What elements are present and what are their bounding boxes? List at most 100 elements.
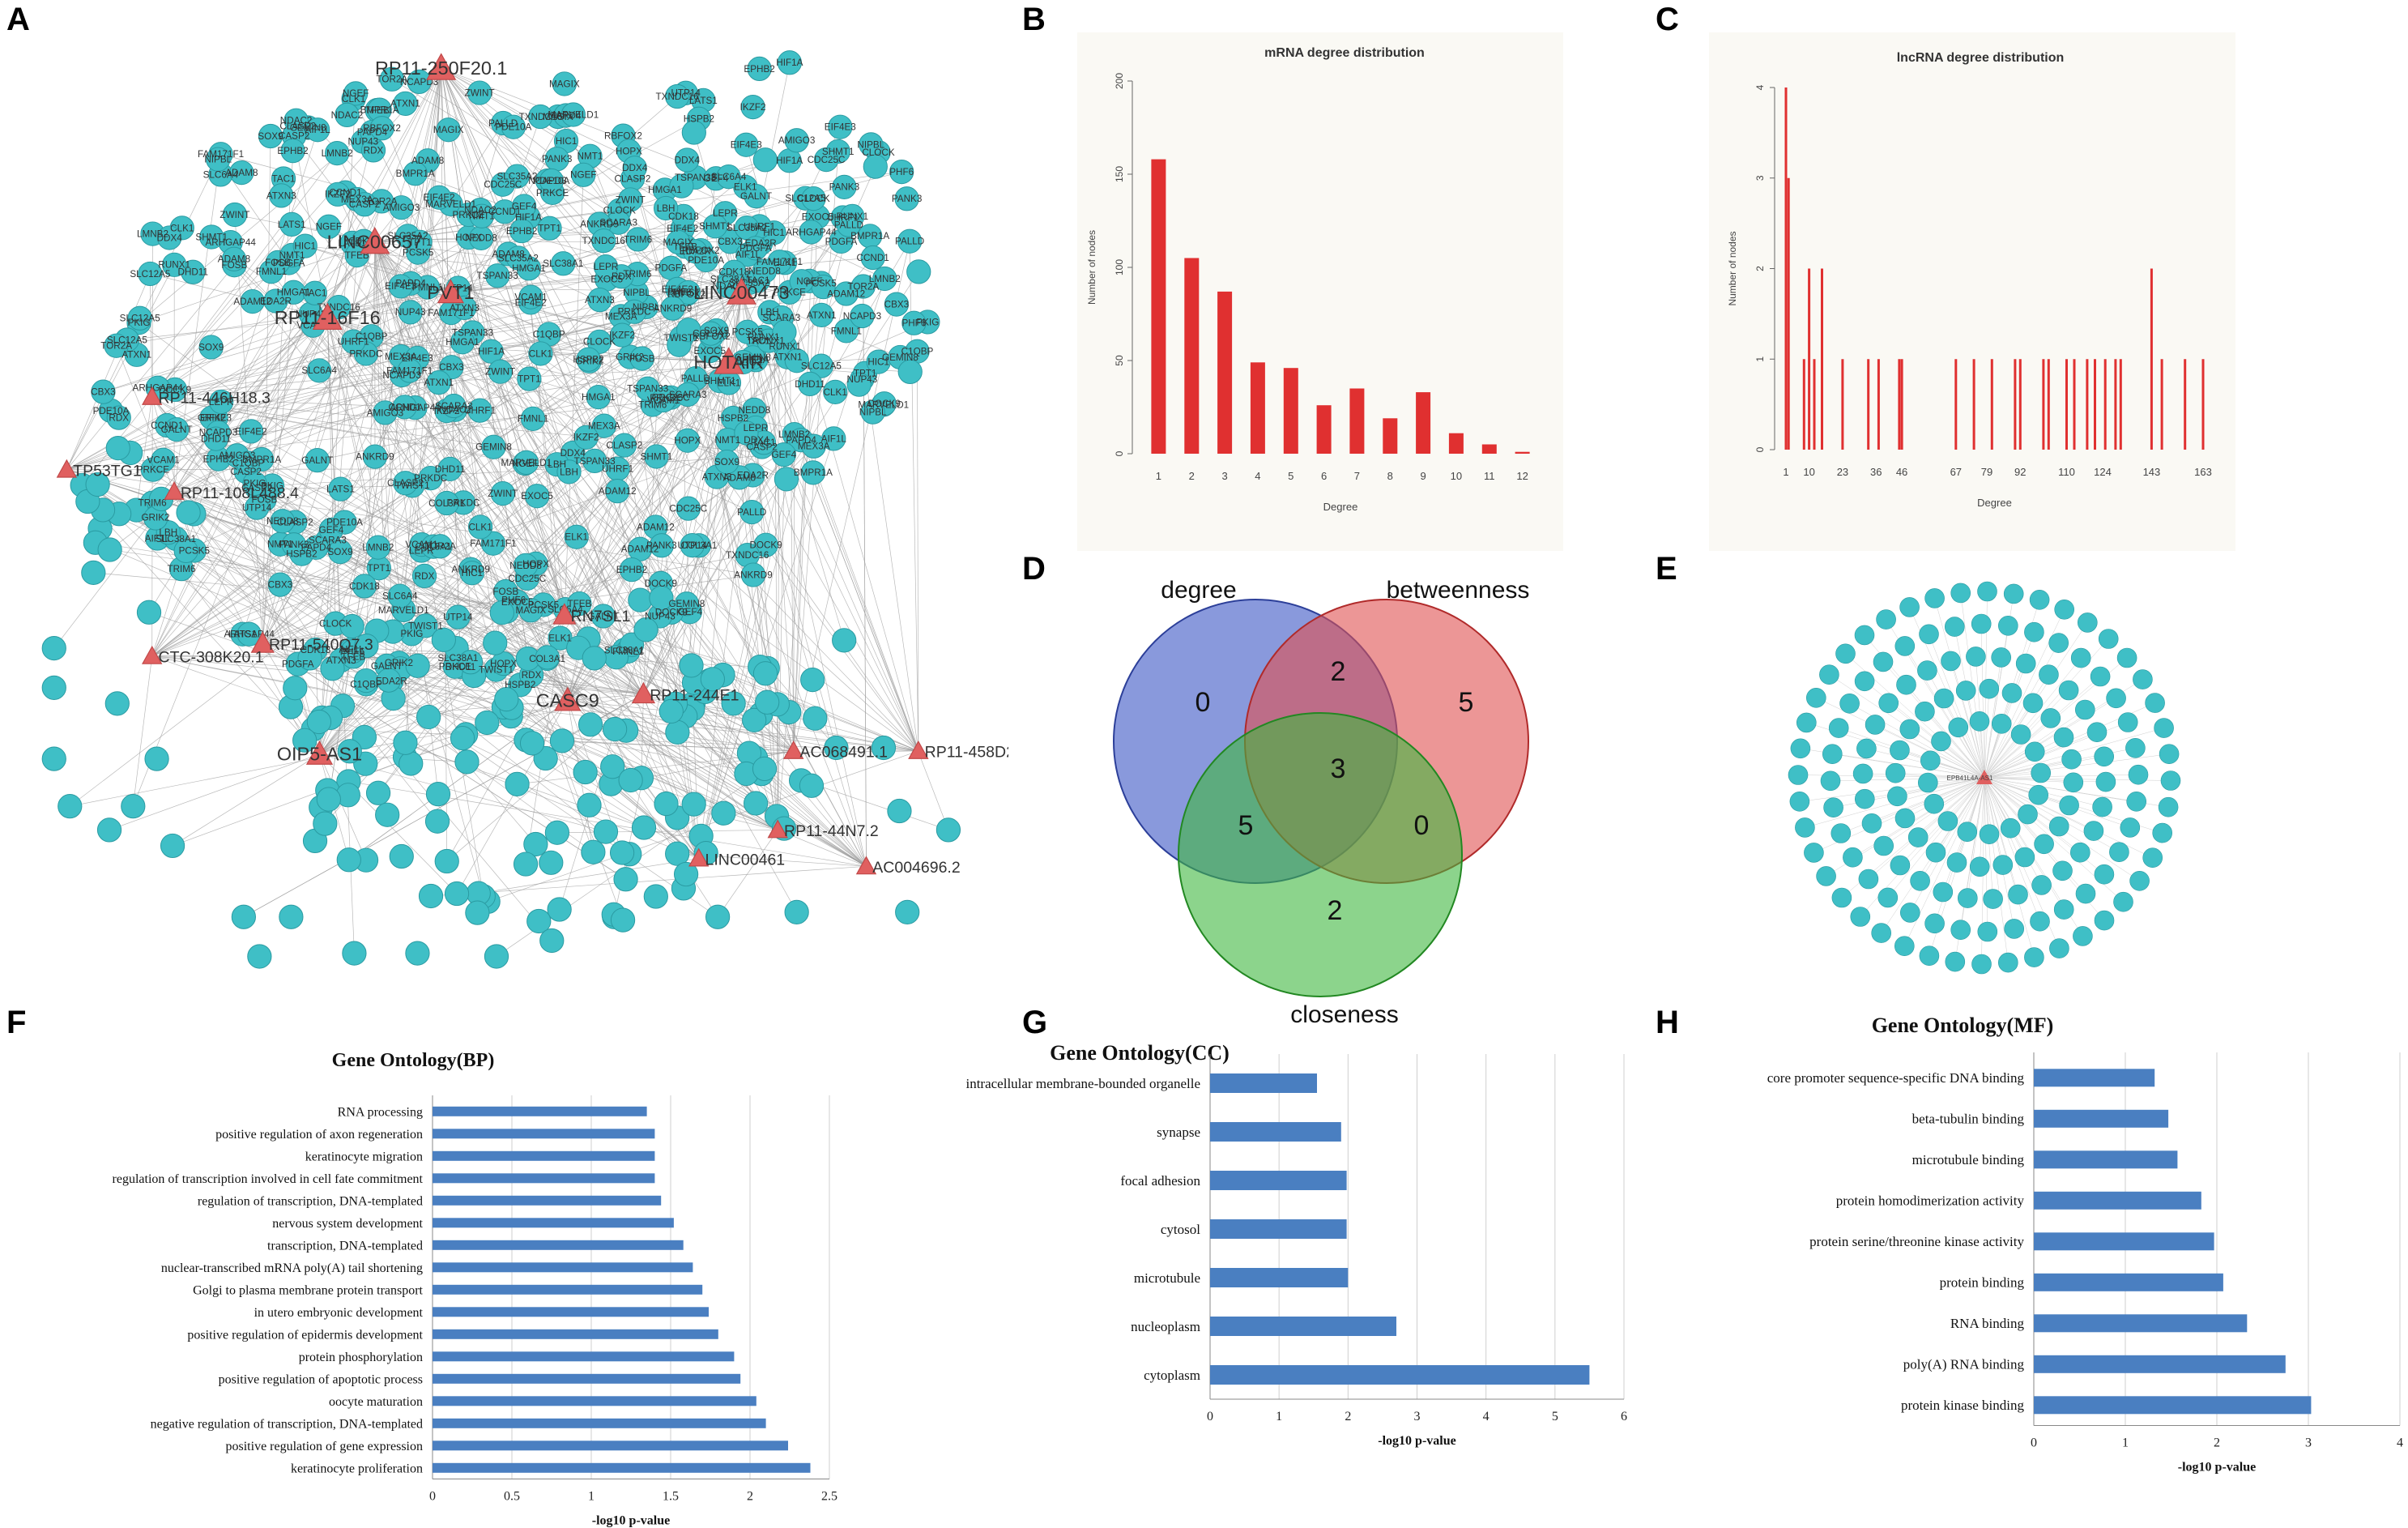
- mrna-label: NIPBL: [859, 408, 887, 418]
- mrna-label: HSPB2: [505, 680, 535, 690]
- mrna-label: TFEB: [365, 105, 390, 116]
- mrna-node: [320, 656, 345, 681]
- network-edge: [218, 432, 320, 754]
- mrna-label: IKZF2: [740, 102, 766, 113]
- x-tick-label: 0: [429, 1490, 436, 1504]
- mrna-label: TFEB: [673, 241, 697, 252]
- mrna-node: [198, 335, 224, 360]
- mrna-node: [375, 802, 400, 827]
- mrna-label: NMT1: [469, 211, 495, 222]
- network-edge: [163, 459, 644, 694]
- mrna-label: ELK1: [734, 182, 757, 193]
- mrna-label: NIPBL: [857, 139, 884, 150]
- mrna-node: [582, 448, 607, 474]
- mrna-node: [1854, 625, 1875, 646]
- mrna-label: NEDD8: [266, 516, 299, 527]
- y-tick-label: 0: [1114, 450, 1125, 456]
- mrna-node: [871, 735, 897, 761]
- mrna-label: CCND1: [329, 188, 361, 198]
- mrna-node: [2018, 804, 2038, 825]
- mrna-node: [206, 147, 231, 172]
- mrna-label: PANK3: [829, 182, 859, 193]
- mrna-label: SCARA3: [309, 536, 347, 546]
- x-axis-label: Degree: [1323, 501, 1358, 513]
- bar: [2034, 1232, 2214, 1251]
- mrna-label: PCSK5: [806, 278, 837, 288]
- mrna-label: COL3A1: [680, 540, 717, 551]
- mrna-node: [505, 245, 531, 271]
- mrna-node: [2092, 796, 2112, 817]
- mrna-node: [325, 181, 351, 207]
- mrna-label: BMPR1A: [850, 231, 889, 241]
- mrna-label: NGEF: [316, 222, 342, 233]
- mrna-label: UTP14: [443, 612, 473, 623]
- mrna-label: CDK18: [719, 267, 750, 278]
- mrna-node: [97, 537, 122, 562]
- mrna-node: [388, 274, 413, 299]
- mrna-label: PRKDC: [447, 497, 480, 508]
- mrna-label: LATS1: [338, 238, 366, 249]
- star-edge: [1979, 777, 1985, 867]
- mrna-label: HMGA1: [512, 263, 546, 274]
- network-edge: [348, 700, 568, 860]
- mrna-label: PANK3: [646, 540, 676, 551]
- bar: [2034, 1109, 2169, 1128]
- mrna-label: SCARA3: [669, 390, 707, 400]
- mrna-node: [600, 754, 625, 779]
- y-tick-label: 0: [1754, 446, 1766, 452]
- mrna-node: [586, 329, 612, 354]
- mrna-label: UHRF1: [827, 212, 859, 223]
- mrna-label: CASP2: [279, 131, 309, 142]
- chart-title: Gene Ontology(BP): [332, 1050, 495, 1071]
- lncrna-node: [1976, 770, 1992, 784]
- mrna-node: [335, 102, 360, 127]
- mrna-label: CLOCK: [862, 147, 894, 158]
- mrna-node: [302, 280, 327, 305]
- mrna-label: EDA2R: [745, 238, 777, 249]
- bar: [1184, 258, 1200, 454]
- star-edge: [1984, 736, 2065, 779]
- mrna-node: [1931, 731, 1951, 752]
- mrna-node: [799, 773, 825, 798]
- mrna-label: CDC25C: [652, 393, 690, 403]
- bar: [1383, 418, 1398, 454]
- mrna-label: ZWINT: [488, 489, 518, 499]
- mrna-node: [2109, 842, 2129, 863]
- mrna-label: ATXN1: [121, 350, 151, 361]
- mrna-label: COL3A1: [416, 542, 452, 553]
- mrna-label: ADAM8: [723, 472, 756, 483]
- x-tick-label: 4: [1255, 470, 1260, 482]
- mrna-node: [1966, 647, 1986, 667]
- mrna-label: ARHGAP44: [133, 383, 184, 394]
- mrna-label: GEMIN8: [882, 352, 918, 363]
- mrna-node: [2125, 738, 2146, 758]
- bar: [433, 1218, 674, 1228]
- mrna-node: [1823, 797, 1843, 818]
- mrna-node: [1977, 921, 1998, 942]
- category-label: in utero embryonic development: [254, 1306, 424, 1320]
- mrna-node: [1910, 870, 1930, 891]
- network-edge: [167, 425, 918, 752]
- mrna-node: [454, 749, 479, 775]
- mrna-node: [305, 117, 330, 143]
- star-edge: [1984, 718, 2051, 779]
- mrna-node: [91, 379, 116, 404]
- mrna-node: [267, 572, 293, 597]
- mrna-node: [681, 792, 706, 817]
- network-edge: [398, 662, 778, 830]
- category-label: protein kinase binding: [1901, 1398, 2025, 1413]
- mrna-node: [797, 371, 823, 397]
- mrna-label: NEDD8: [465, 233, 497, 244]
- mrna-label: FAM171F1: [198, 149, 244, 160]
- mrna-label: GRIK2: [198, 413, 226, 424]
- mrna-node: [138, 261, 163, 287]
- mrna-node: [1890, 855, 1911, 876]
- mrna-label: NEDD8: [739, 405, 771, 416]
- mrna-label: EIF4E2: [424, 193, 455, 203]
- network-edge: [500, 371, 795, 752]
- lncrna-label: CASC9: [536, 689, 599, 711]
- mrna-label: GEF4: [512, 201, 537, 211]
- category-label: oocyte maturation: [329, 1395, 423, 1409]
- network-edge: [763, 337, 919, 752]
